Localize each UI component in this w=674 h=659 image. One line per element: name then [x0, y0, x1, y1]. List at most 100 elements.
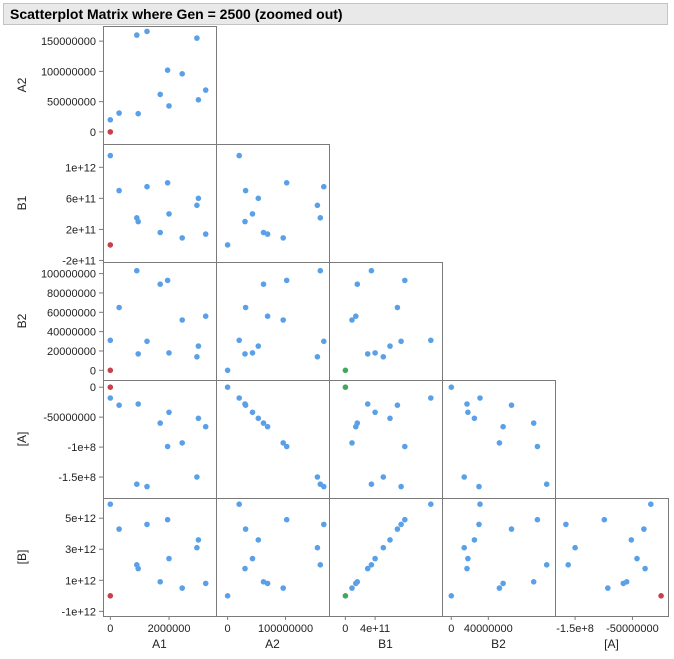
- y-tick-label: 2e+11: [66, 224, 96, 236]
- data-point: [135, 565, 141, 572]
- data-point: [195, 343, 202, 349]
- data-point: [364, 565, 371, 572]
- data-point: [353, 580, 359, 587]
- data-point: [242, 401, 248, 407]
- y-tick-label: 40000000: [47, 327, 96, 339]
- y-tick-label: 60000000: [47, 307, 96, 319]
- cell-frame: [103, 144, 217, 263]
- data-point: [354, 281, 361, 288]
- data-point: [107, 395, 114, 401]
- data-point: [144, 521, 150, 528]
- data-point: [372, 350, 378, 356]
- data-point: [477, 395, 483, 401]
- cell-frame: [103, 262, 217, 381]
- data-point: [164, 67, 171, 73]
- data-point: [364, 401, 371, 407]
- data-point: [471, 537, 478, 543]
- data-point: [368, 562, 375, 568]
- data-point: [465, 555, 471, 562]
- cell-A-vs-B2: [442, 380, 556, 499]
- data-point: [164, 180, 171, 186]
- y-tick-label: -2e+11: [62, 255, 96, 267]
- y-tick-label: 0: [90, 127, 96, 139]
- cell-A2-vs-A1: [103, 26, 217, 145]
- x-axis-label-A: [A]: [604, 637, 619, 651]
- data-point: [166, 409, 172, 416]
- data-point: [242, 304, 249, 311]
- data-point: [321, 338, 327, 345]
- data-point: [349, 317, 355, 323]
- data-point: [195, 97, 202, 103]
- data-point: [264, 231, 271, 237]
- data-point: [107, 337, 114, 344]
- data-point: [202, 313, 209, 320]
- cell-frame: [329, 380, 443, 499]
- data-point: [428, 501, 434, 508]
- data-point: [349, 585, 355, 591]
- data-point: [157, 91, 163, 98]
- data-point: [135, 218, 141, 225]
- data-point: [402, 277, 408, 284]
- cell-A-vs-B1: [329, 380, 443, 499]
- data-point: [224, 593, 231, 599]
- data-point: [280, 235, 287, 241]
- data-point: [628, 537, 635, 543]
- data-point: [620, 580, 627, 587]
- data-point: [224, 242, 231, 248]
- data-point: [342, 367, 349, 374]
- data-point: [264, 423, 271, 430]
- data-point: [500, 580, 506, 587]
- data-point: [496, 585, 503, 591]
- data-point: [107, 384, 114, 391]
- data-point: [364, 351, 371, 357]
- x-tick-label: 0: [448, 623, 454, 635]
- data-point: [394, 304, 401, 311]
- x-tick-label: -1.5e+8: [556, 623, 594, 635]
- data-point: [194, 544, 200, 551]
- data-point: [314, 202, 321, 209]
- chart-title: Scatterplot Matrix where Gen = 2500 (zoo…: [3, 3, 668, 25]
- data-point: [116, 402, 122, 409]
- data-point: [135, 110, 141, 117]
- data-point: [236, 501, 242, 508]
- data-point: [372, 555, 378, 562]
- cell-frame: [103, 380, 217, 499]
- data-point: [144, 183, 150, 190]
- data-point: [317, 562, 324, 568]
- data-point: [402, 443, 408, 450]
- data-point: [317, 215, 324, 221]
- data-point: [380, 544, 387, 551]
- y-tick-label: 1e+12: [65, 575, 96, 587]
- data-point: [135, 401, 141, 407]
- y-axis-label-B2: B2: [15, 313, 29, 328]
- x-tick-label: 2000000: [148, 623, 191, 635]
- data-point: [144, 483, 150, 490]
- data-point: [464, 401, 470, 407]
- data-point: [530, 579, 537, 585]
- data-point: [224, 384, 231, 391]
- y-tick-label: 20000000: [47, 346, 96, 358]
- data-point: [242, 526, 249, 532]
- data-point: [249, 211, 256, 217]
- data-point: [642, 565, 648, 572]
- y-tick-label: 0: [90, 382, 96, 394]
- data-point: [134, 267, 140, 274]
- data-point: [283, 443, 290, 450]
- cell-B1-vs-A1: [103, 144, 217, 263]
- cell-B-vs-A1: [103, 498, 217, 617]
- data-point: [317, 267, 324, 274]
- cell-frame: [329, 498, 443, 617]
- data-point: [477, 501, 483, 508]
- x-tick-label: 40000000: [464, 623, 513, 635]
- data-point: [194, 474, 200, 480]
- data-point: [283, 180, 290, 186]
- data-point: [107, 152, 114, 159]
- cell-frame: [329, 262, 443, 381]
- data-point: [605, 585, 611, 591]
- data-point: [461, 474, 468, 480]
- data-point: [398, 483, 404, 490]
- y-tick-label: -50000000: [43, 412, 96, 424]
- data-point: [116, 304, 122, 311]
- y-tick-label: 6e+11: [66, 193, 96, 205]
- data-point: [249, 350, 256, 356]
